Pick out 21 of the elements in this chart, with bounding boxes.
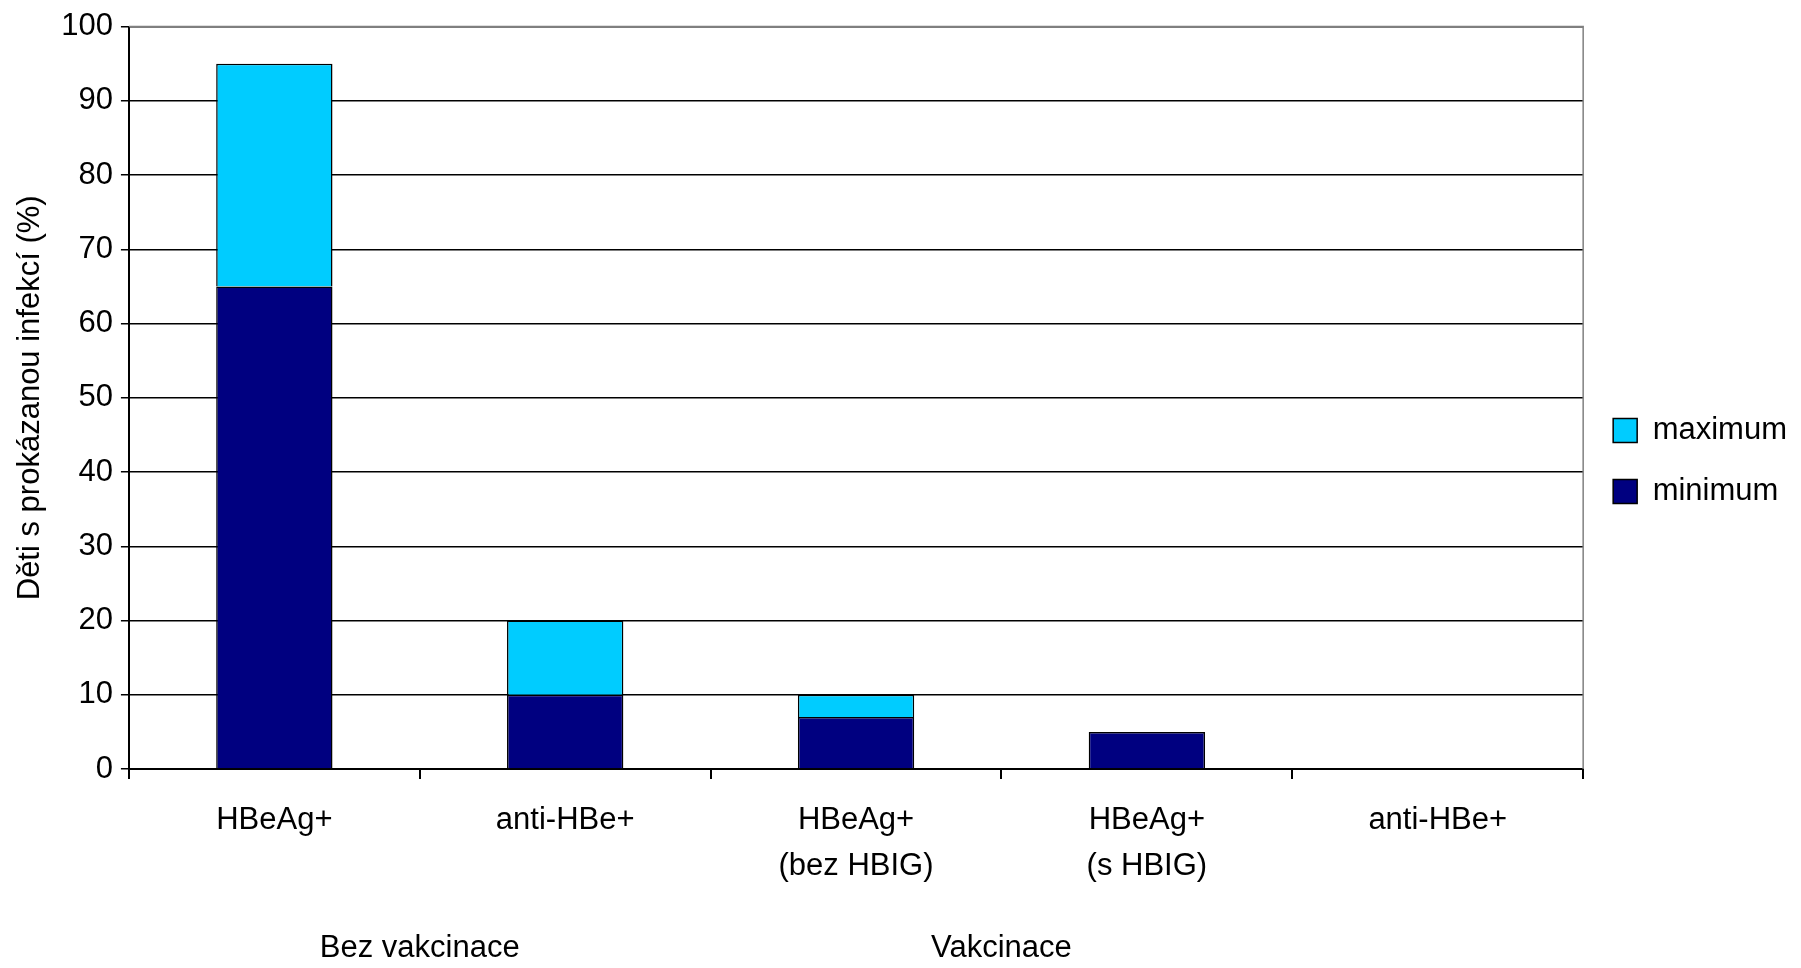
x-tick-label: HBeAg+ (216, 800, 333, 836)
y-tick-label: 20 (78, 601, 113, 637)
x-tick-label: HBeAg+ (bez HBIG) (778, 800, 934, 883)
y-tick-label: 60 (78, 304, 113, 340)
x-tick-label: anti-HBe+ (495, 800, 635, 836)
y-tick-label: 70 (78, 229, 113, 265)
y-tick-label: 0 (95, 749, 113, 785)
y-axis-title: Děti s prokázanou infekcí (%) (11, 195, 47, 601)
x-tick-label: anti-HBe+ (1368, 800, 1508, 836)
y-tick-label: 40 (78, 452, 113, 488)
y-tick-label: 100 (61, 7, 113, 43)
y-tick-label: 50 (78, 378, 113, 414)
legend-label: minimum (1652, 472, 1779, 508)
text: Vakcinace (931, 929, 1072, 965)
y-tick-label: 80 (78, 155, 113, 191)
x-tick-label: HBeAg+ (s HBIG) (1086, 800, 1208, 883)
y-tick-label: 10 (78, 675, 113, 711)
legend-label: maximum (1652, 411, 1788, 447)
y-tick-label: 30 (78, 526, 113, 562)
text: Bez vakcinace (319, 929, 520, 965)
y-tick-label: 90 (78, 81, 113, 117)
